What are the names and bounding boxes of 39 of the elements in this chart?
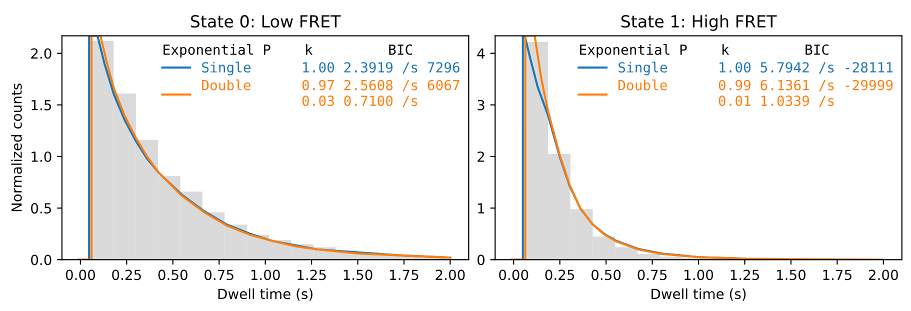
y-tick-label: 2.0 — [31, 48, 52, 59]
y-tick-label: 0.5 — [31, 203, 52, 214]
y-tick-label: 1.0 — [32, 151, 52, 162]
y-tick-label: 0 — [477, 254, 484, 266]
x-tick-label: 0.75 — [204, 270, 234, 280]
legend-label: Double 0.97 2.5608 /s 6067 0.03 0.7100 /s — [202, 80, 460, 108]
x-axis-title: Dwell time (s) — [218, 288, 312, 301]
x-tick-label: 0.00 — [499, 270, 528, 280]
y-tick-label: 0.0 — [31, 254, 52, 266]
x-tick-label: 0.25 — [112, 270, 141, 280]
legend-label: Double 0.99 6.1361 /s -29999 0.01 1.0339 /s — [618, 80, 893, 108]
x-tick-label: 2.00 — [436, 270, 465, 280]
x-tick-label: 1.25 — [730, 270, 759, 280]
legend-title: Exponential P k BIC — [164, 44, 412, 58]
legend-label: Single 1.00 5.7942 /s -28111 — [618, 62, 893, 76]
y-tick-label: 2 — [478, 151, 484, 162]
x-tick-label: 1.50 — [344, 270, 372, 280]
y-tick-label: 1.5 — [32, 100, 52, 110]
legend-title: Exponential P k BIC — [580, 44, 829, 58]
x-tick-label: 2.00 — [868, 270, 898, 280]
x-tick-label: 1.75 — [823, 270, 852, 280]
x-tick-label: 0.75 — [638, 270, 667, 280]
x-tick-label: 1.75 — [390, 270, 418, 280]
legend-label: Single 1.00 2.3919 /s 7296 — [202, 62, 460, 76]
y-axis-title: Normalized counts — [11, 84, 22, 212]
x-tick-label: 0.50 — [158, 270, 188, 280]
x-tick-label: 0.25 — [545, 270, 574, 280]
y-tick-label: 1 — [478, 203, 484, 214]
x-tick-label: 1.00 — [251, 270, 280, 280]
y-tick-label: 3 — [478, 100, 484, 110]
x-tick-label: 1.50 — [777, 270, 806, 280]
x-tick-label: 0.00 — [66, 270, 95, 280]
chart-title: State 1: High FRET — [621, 14, 777, 31]
x-tick-label: 0.50 — [592, 270, 621, 280]
y-tick-label: 4 — [477, 48, 485, 59]
chart-title: State 0: Low FRET — [190, 15, 341, 28]
x-tick-label: 1.00 — [684, 270, 714, 280]
x-tick-label: 1.25 — [298, 270, 326, 280]
x-axis-title: Dwell time (s) — [652, 288, 746, 301]
